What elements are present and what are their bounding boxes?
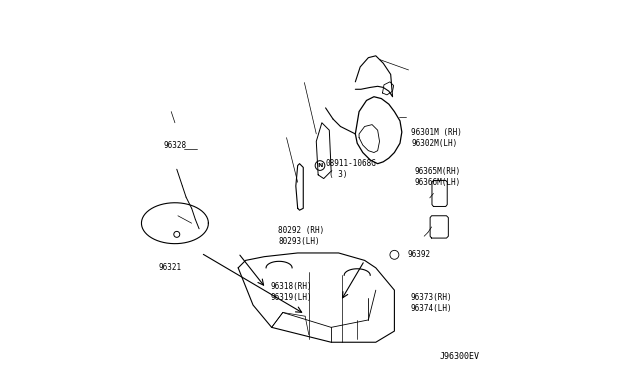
Text: 96365M(RH): 96365M(RH) (415, 167, 461, 176)
Text: ( 3): ( 3) (330, 170, 348, 179)
Text: N: N (317, 163, 323, 168)
Text: 96392: 96392 (408, 250, 431, 259)
Text: 96301M (RH): 96301M (RH) (411, 128, 462, 137)
Text: 96328: 96328 (164, 141, 187, 150)
Text: 96302M(LH): 96302M(LH) (411, 139, 458, 148)
Text: 96366M(LH): 96366M(LH) (415, 178, 461, 187)
Text: 96321: 96321 (158, 263, 181, 272)
Text: 80292 (RH): 80292 (RH) (278, 226, 324, 235)
Text: 96373(RH): 96373(RH) (410, 293, 452, 302)
Text: 96374(LH): 96374(LH) (410, 304, 452, 313)
Text: 08911-1068G: 08911-1068G (326, 159, 377, 168)
Text: 80293(LH): 80293(LH) (278, 237, 320, 246)
Text: 96319(LH): 96319(LH) (271, 293, 312, 302)
Text: J96300EV: J96300EV (440, 352, 480, 361)
Text: 96318(RH): 96318(RH) (271, 282, 312, 291)
